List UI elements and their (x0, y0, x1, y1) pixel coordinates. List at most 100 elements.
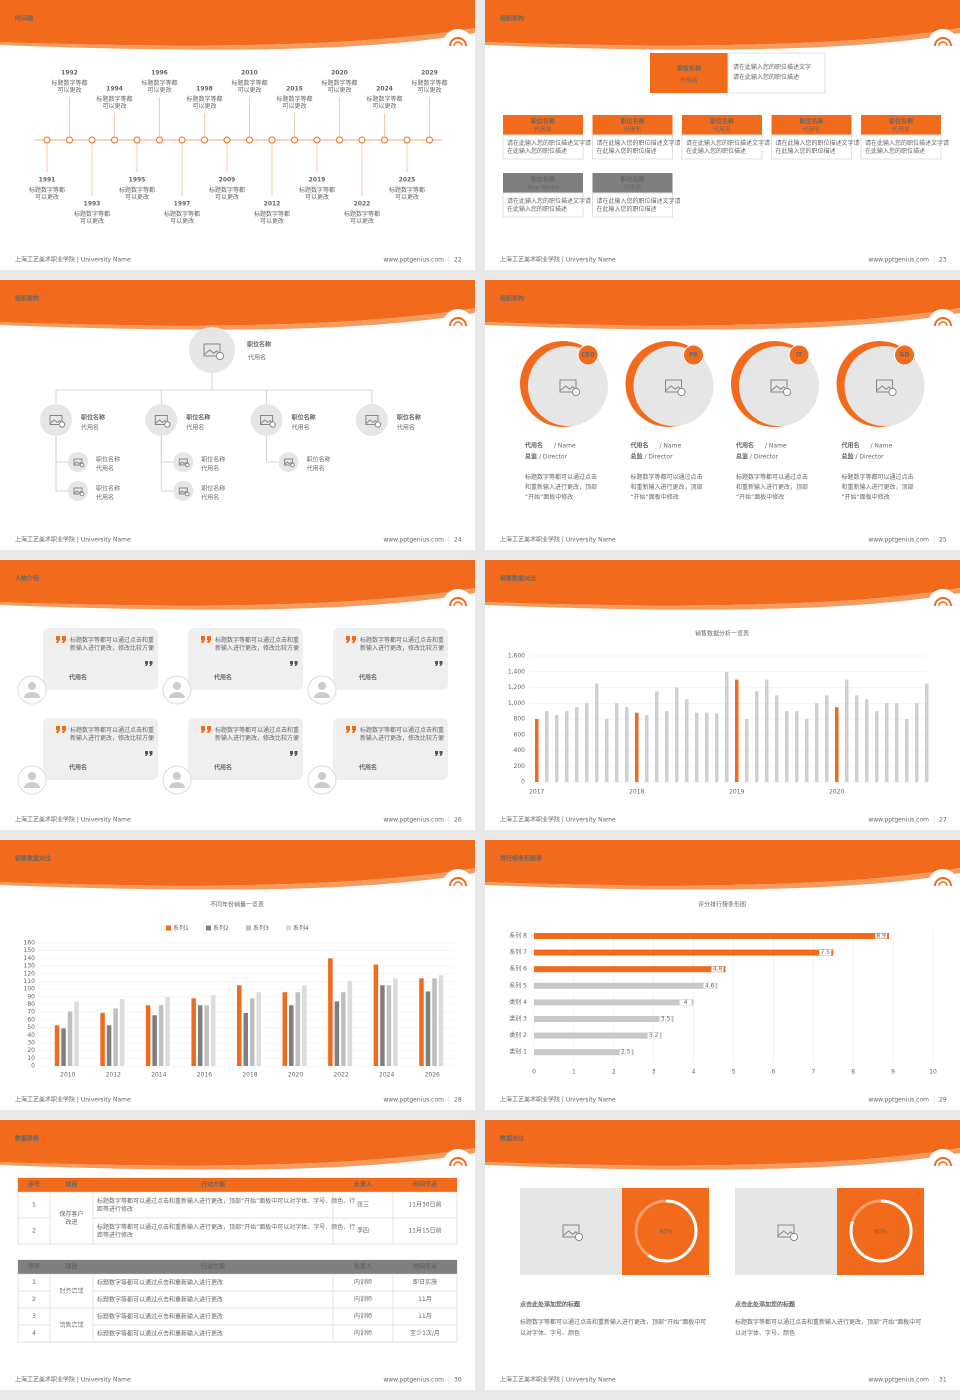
bar (725, 671, 729, 782)
legend-label: 系列3 (253, 924, 269, 932)
alias: 代用名 (713, 126, 731, 134)
logo (938, 41, 948, 47)
header-swoosh (485, 588, 960, 610)
position-name: 职位名称 (201, 485, 225, 493)
merged-cell-cover (50, 1217, 93, 1219)
page-number: 23 (939, 257, 947, 264)
quote-card (188, 628, 303, 690)
value-label-bg (711, 966, 724, 972)
bar (695, 712, 699, 782)
footer-url: www.pptgenius.com (383, 1097, 444, 1104)
value-label: 4 (684, 999, 688, 1006)
image-panel (520, 1188, 622, 1275)
person-name-en: / Name (871, 443, 893, 450)
avatar (528, 346, 608, 426)
position-name: 职位名称 (889, 118, 913, 126)
alias: 代用名 (892, 126, 910, 134)
logo (934, 1157, 952, 1167)
owner-cell: 内训师 (354, 1295, 372, 1303)
image-icon (185, 491, 190, 497)
footer-school: 上海工艺美术职业学院 | University Name (15, 536, 131, 544)
quote-text: 标题数字等都可以通过点击和重新输入进行更改，修改比较方便 (70, 726, 154, 742)
alias: 代用名 (201, 494, 219, 502)
header-swoosh (485, 1148, 960, 1170)
bar (534, 933, 890, 939)
bar (152, 1015, 157, 1066)
logo (449, 597, 467, 607)
page-number: 24 (454, 537, 462, 544)
position-name: 职位名称 (677, 65, 701, 73)
slide-title: 组织架构 (15, 295, 39, 303)
timeline-dot (178, 136, 186, 144)
x-tick-label: 2019 (729, 789, 744, 796)
year: 2029 (421, 70, 438, 77)
event-desc: 标题数字等都可以更改 (119, 186, 155, 201)
person-desc: 标题数字等都可以通过点击和重新输入进行更改，顶部“开始”面板中修改 (631, 473, 703, 501)
x-tick-label: 2020 (288, 1072, 303, 1079)
action-cell: 标题数字等都可以通过点击和重新输入进行更改，顶部“开始”面板中可以对字体、字号、… (97, 1197, 355, 1213)
bar (282, 992, 288, 1066)
year: 2015 (286, 86, 303, 93)
position-name: 职位名称 (397, 414, 421, 422)
footer-school: 上海工艺美术职业学院 | University Name (500, 1096, 616, 1104)
value-label-bg (679, 999, 692, 1005)
badge (894, 344, 915, 366)
image-icon (559, 385, 577, 392)
role-desc-box (502, 134, 584, 160)
legend-label: 系列1 (173, 924, 189, 932)
bar (419, 978, 424, 1066)
event-desc: 标题数字等都可以更改 (254, 210, 290, 225)
bar (534, 949, 834, 956)
bar (74, 1001, 79, 1066)
image-icon (770, 379, 788, 393)
quote-name: 代用名 (213, 764, 232, 772)
position-name: 职位名称 (96, 456, 120, 464)
time-cell: 即日实施 (413, 1278, 437, 1286)
bar (905, 719, 909, 782)
quote-name: 代用名 (358, 674, 377, 682)
quote-card (43, 718, 158, 780)
merged-cell-cover (50, 1324, 93, 1326)
alias: 代用名 (534, 126, 552, 134)
bar (100, 1012, 105, 1066)
avatar (633, 346, 714, 426)
quote-mark (201, 636, 211, 643)
image-icon (73, 487, 83, 495)
x-tick-label: 10 (929, 1069, 937, 1076)
bar (785, 711, 789, 782)
bar (835, 707, 839, 782)
page-number: 29 (939, 1097, 947, 1104)
role-header (682, 115, 762, 135)
role-desc-box (860, 134, 942, 160)
bar (243, 1012, 248, 1066)
year: 2020 (331, 70, 348, 77)
image-icon (79, 491, 85, 497)
avatar (844, 346, 925, 426)
logo-bg (928, 1149, 958, 1179)
avatar-head (173, 682, 181, 690)
bar (432, 978, 437, 1066)
legend-swatch (166, 925, 171, 931)
image-panel (735, 1188, 837, 1275)
avatar (173, 452, 194, 472)
footer-school: 上海工艺美术职业学院 | University Name (500, 816, 616, 824)
footer-school: 上海工艺美术职业学院 | University Name (500, 536, 616, 544)
timeline-dot (403, 136, 411, 144)
header-cell: 行动方案 (200, 1263, 226, 1271)
logo (938, 881, 948, 887)
alias: 代用名 (186, 424, 204, 432)
footer-url: www.pptgenius.com (868, 817, 929, 824)
bar (393, 978, 398, 1066)
avatar (278, 452, 299, 472)
logo-bg (928, 29, 958, 59)
bar (545, 711, 549, 782)
quote-mark (346, 726, 356, 733)
position-name: 职位名称 (292, 414, 316, 422)
bar (158, 1005, 164, 1066)
x-tick-label: 2026 (425, 1072, 440, 1079)
quote-mark (201, 726, 211, 733)
year: 2009 (219, 177, 236, 184)
timeline-dot (381, 136, 388, 144)
page-number: 22 (454, 257, 462, 264)
